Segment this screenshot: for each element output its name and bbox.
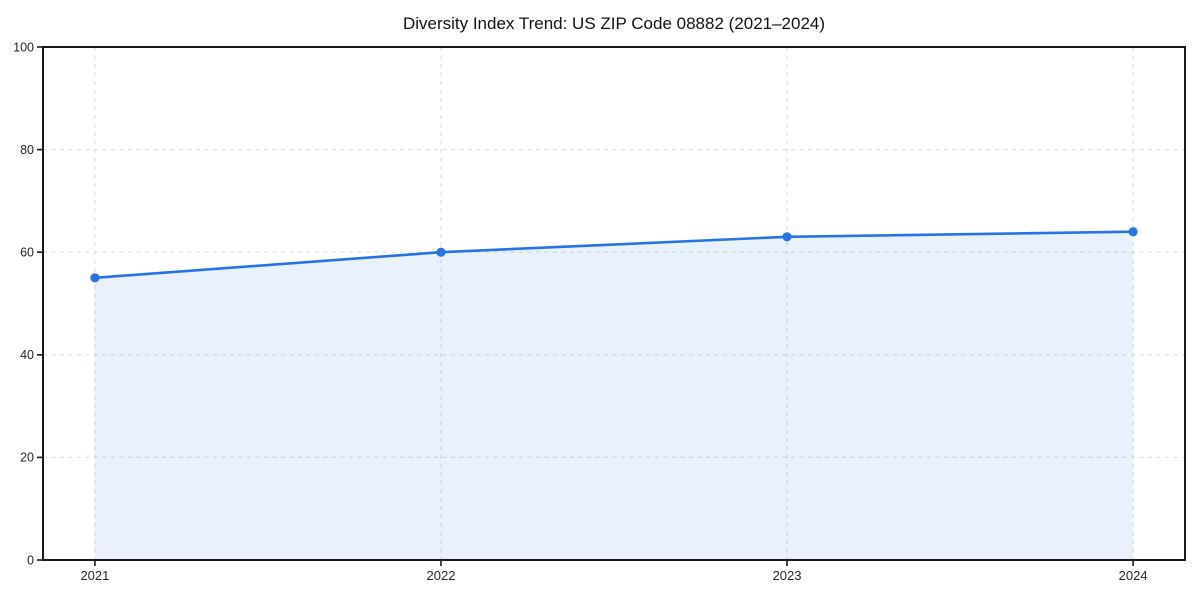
- trend-line: [93, 230, 1135, 280]
- x-tick-label: 2021: [80, 568, 109, 583]
- data-point-marker: [1128, 227, 1138, 237]
- data-point-marker: [782, 232, 792, 242]
- x-tick-label: 2022: [427, 568, 456, 583]
- data-point-marker: [90, 273, 100, 283]
- chart-title: Diversity Index Trend: US ZIP Code 08882…: [402, 14, 826, 33]
- y-tick-label: 40: [20, 348, 34, 362]
- y-tick-label: 80: [20, 143, 34, 157]
- y-tick-label: 0: [27, 553, 34, 567]
- axis-spine: [42, 46, 1186, 561]
- x-tick-label: 2024: [1119, 568, 1148, 583]
- data-point-marker: [436, 247, 446, 257]
- y-tick-label: 20: [20, 451, 34, 465]
- x-tick-label: 2023: [773, 568, 802, 583]
- y-tick-label: 100: [13, 40, 34, 54]
- trend-area: [94, 231, 1134, 560]
- y-tick-label: 60: [20, 245, 34, 259]
